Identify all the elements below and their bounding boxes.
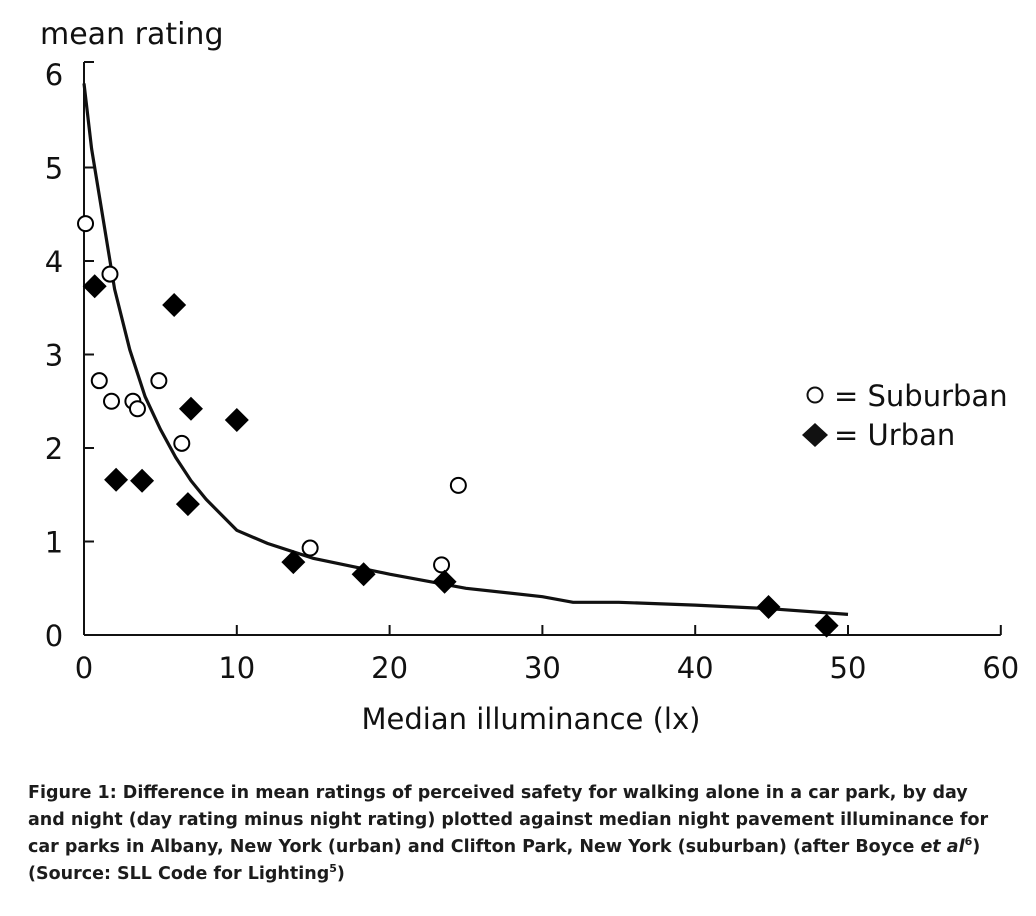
axes: [83, 61, 1002, 636]
x-tick-label: 0: [75, 651, 93, 685]
urban-point: [281, 550, 306, 575]
x-tick-label: 10: [218, 651, 255, 685]
suburban-point: [103, 392, 121, 410]
data-points: [77, 215, 839, 638]
urban-point: [224, 407, 249, 432]
urban-point: [814, 613, 839, 638]
x-tick-label: 30: [524, 651, 561, 685]
x-tick-label: 40: [677, 651, 714, 685]
chart: mean rating 0 10 20 30 40 50 60 0 1 2 3 4 5 6 Median…: [40, 17, 1019, 736]
y-tick-label: 0: [45, 619, 63, 653]
fit-curve: [82, 83, 849, 616]
suburban-point: [301, 539, 319, 557]
y-tick-labels: 0 1 2 3 4 5 6: [45, 58, 63, 653]
suburban-point: [433, 556, 451, 574]
y-tick-label: 5: [45, 152, 63, 186]
y-axis-label: mean rating: [40, 17, 224, 52]
x-axis-label: Median illuminance (lx): [362, 702, 701, 736]
caption-etal: et al: [920, 837, 965, 857]
urban-point: [82, 274, 107, 299]
urban-point: [351, 562, 376, 587]
legend: = Suburban = Urban: [802, 379, 1008, 452]
caption-ref-2: 5: [329, 862, 337, 876]
urban-point: [178, 396, 203, 421]
caption-ref-1: 6: [964, 835, 973, 849]
caption-text-3: ): [336, 864, 345, 884]
x-tick-label: 60: [982, 651, 1019, 685]
y-tick-label: 4: [45, 245, 63, 279]
urban-point: [162, 292, 187, 317]
y-tick-label: 6: [45, 58, 63, 92]
suburban-point: [128, 400, 146, 418]
urban-point: [130, 468, 155, 493]
urban-point: [104, 467, 129, 492]
y-tick-label: 1: [45, 526, 63, 560]
x-tick-label: 20: [371, 651, 408, 685]
suburban-point: [90, 372, 108, 390]
y-tick-label: 2: [45, 432, 63, 466]
suburban-point: [449, 476, 467, 494]
urban-point: [432, 569, 457, 594]
caption-lead: Figure 1:: [28, 783, 117, 803]
x-tick-label: 50: [830, 651, 867, 685]
x-tick-labels: 0 10 20 30 40 50 60: [75, 651, 1019, 685]
suburban-point: [101, 265, 119, 283]
y-tick-label: 3: [45, 339, 63, 373]
figure-caption: Figure 1: Difference in mean ratings of …: [28, 780, 1008, 888]
suburban-point: [173, 434, 191, 452]
legend-suburban-marker: [806, 386, 824, 404]
urban-point: [175, 492, 200, 517]
caption-text-2: ) (Source: SLL Code for Lighting: [28, 837, 981, 884]
caption-text-1: Difference in mean ratings of perceived …: [28, 783, 989, 857]
urban-point: [756, 594, 781, 619]
suburban-point: [77, 215, 95, 233]
suburban-point: [150, 372, 168, 390]
legend-urban-marker: [802, 423, 828, 447]
legend-suburban-label: = Suburban: [834, 379, 1008, 413]
legend-urban-label: = Urban: [834, 418, 955, 452]
